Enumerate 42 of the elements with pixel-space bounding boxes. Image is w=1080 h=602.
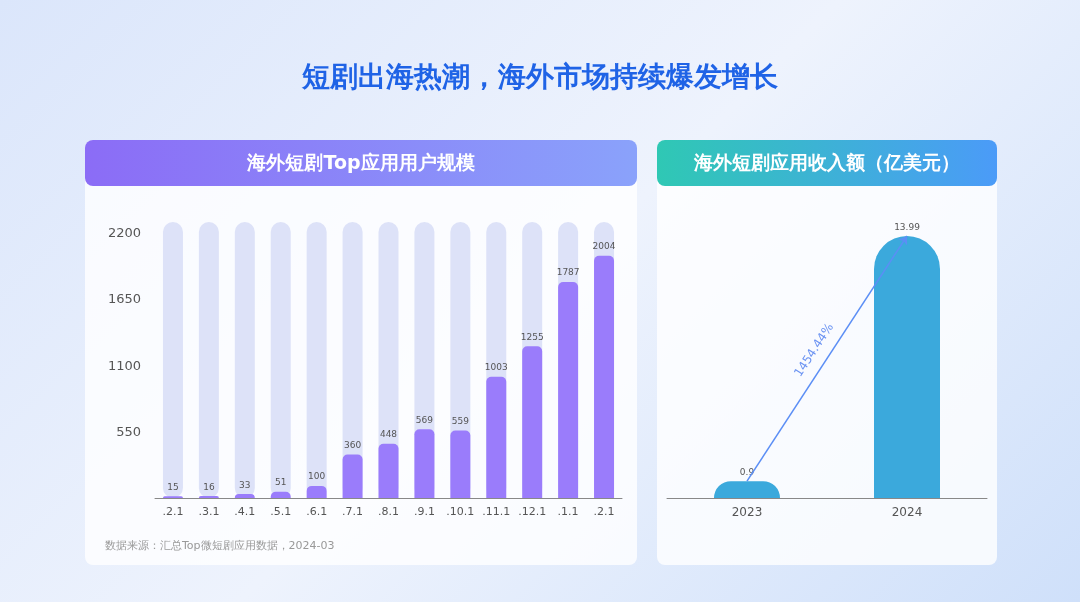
- data-label: 1255: [520, 331, 544, 342]
- data-label: 1003: [484, 362, 508, 373]
- data-label: 51: [275, 477, 287, 488]
- data-label: 15: [167, 481, 179, 492]
- y-tick-label: 550: [116, 424, 141, 439]
- x-tick-label: .7.1: [342, 505, 364, 518]
- x-tick-label: .1.1: [557, 505, 579, 518]
- bar: [414, 429, 435, 498]
- data-label: 569: [415, 414, 434, 425]
- data-label: 100: [308, 471, 326, 482]
- x-tick-label: .10.1: [446, 505, 475, 518]
- data-label: 448: [379, 429, 398, 440]
- x-tick-label: .9.1: [413, 505, 435, 518]
- source-note: 数据来源：汇总Top微短剧应用数据，2024-03: [105, 538, 335, 553]
- bar: [342, 454, 363, 498]
- x-tick-label: .5.1: [270, 505, 292, 518]
- x-tick-label: .12.1: [518, 505, 547, 518]
- bar: [306, 485, 327, 498]
- data-label: 33: [239, 479, 251, 490]
- data-label: 13.99: [894, 221, 921, 232]
- data-label: 559: [451, 415, 470, 426]
- x-tick-label: .3.1: [198, 505, 220, 518]
- y-tick-label: 2200: [107, 224, 141, 240]
- y-tick-label: 1100: [107, 357, 141, 373]
- chart-title: 短剧出海热潮，海外市场持续爆发增长: [301, 59, 779, 95]
- x-tick-label: .4.1: [234, 505, 256, 518]
- x-tick-label: 2024: [891, 505, 923, 519]
- x-tick-label: .8.1: [378, 505, 399, 518]
- x-tick-label: .11.1: [482, 505, 511, 518]
- bar: [378, 443, 399, 498]
- bar: [450, 430, 471, 498]
- y-tick-label: 1650: [107, 291, 141, 306]
- x-tick-label: 2023: [731, 505, 763, 519]
- data-label: 2004: [592, 241, 616, 252]
- x-tick-label: .2.1: [593, 505, 615, 518]
- x-tick-label: .2.1: [162, 505, 184, 518]
- data-label: 16: [203, 481, 215, 492]
- x-tick-label: .6.1: [306, 505, 328, 518]
- chart-subtitle: 海外短剧Top应用用户规模: [85, 140, 637, 186]
- chart-title: 海外短剧应用收入额（亿美元）: [657, 140, 997, 186]
- data-label: 1787: [556, 267, 580, 278]
- data-label: 360: [343, 439, 362, 450]
